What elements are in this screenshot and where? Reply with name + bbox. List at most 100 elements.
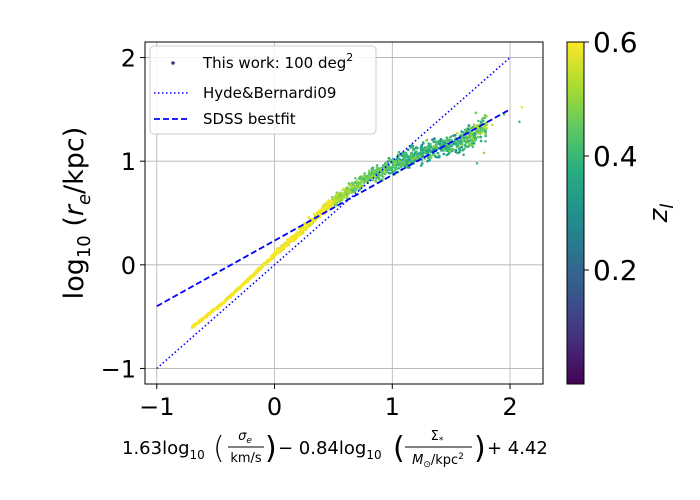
scatter-point [456,151,460,155]
svg-text:M⊙/kpc2: M⊙/kpc2 [412,452,464,470]
scatter-point [382,164,385,167]
scatter-point [391,171,394,174]
y-tick-label: −1 [101,355,136,383]
scatter-point [423,151,427,154]
svg-text:(: ( [213,431,225,466]
scatter-point [387,167,390,170]
scatter-point [468,142,471,146]
scatter-point [371,172,374,176]
scatter-point [296,235,300,239]
y-tick-label: 1 [121,148,136,176]
scatter-point [223,299,227,303]
scatter-point [368,175,371,178]
scatter-point [347,192,351,195]
scatter-point [350,191,354,194]
scatter-point [464,138,468,141]
scatter-point [394,161,398,165]
scatter-point [429,150,433,153]
scatter-point [445,137,449,140]
scatter-point [426,146,429,150]
scatter-point [370,177,374,180]
scatter-point [468,136,472,140]
scatter-point [296,232,299,236]
scatter-point [353,187,356,191]
axis-ticks: −1 0 1 2 −1 0 1 2 [101,45,518,421]
scatter-point [406,154,409,157]
scatter-point [472,137,475,141]
scatter-point [485,123,488,127]
scatter-point [298,227,301,231]
svg-text:− 0.84log10: − 0.84log10 [278,438,382,462]
scatter-point [359,175,362,179]
scatter-point [452,148,455,151]
scatter-point [484,126,488,129]
scatter-point [344,189,348,193]
scatter-point [362,174,365,178]
scatter-point [330,203,334,206]
scatter-point [467,124,471,127]
svg-text:): ) [265,431,277,466]
scatter-point [411,158,414,161]
scatter-point [249,276,252,280]
scatter-point [232,292,235,295]
scatter-point [326,205,330,209]
scatter-point [484,140,487,143]
scatter-point [389,171,392,175]
scatter-point [288,240,292,243]
scatter-point [475,162,479,165]
scatter-point [377,173,381,177]
scatter-point [347,184,351,187]
scatter-point [452,142,456,146]
scatter-point [460,141,464,144]
scatter-point [363,181,366,185]
scatter-point [447,152,450,156]
scatter-point [194,323,197,327]
scatter-point [347,182,351,185]
y-axis-label: log10 (re/kpc) [59,127,95,300]
scatter-point [241,283,245,287]
scatter-point [479,120,483,123]
scatter-point [445,148,449,151]
scatter-point [471,145,475,149]
scatter-point [220,302,223,306]
scatter-point [436,151,440,155]
scatter-point [448,139,451,142]
scatter-point [354,185,357,189]
scatter-point [348,188,351,192]
scatter-point [474,111,478,115]
scatter-point [397,157,401,161]
scatter-point [375,163,379,167]
scatter-point [358,184,362,187]
colorbar-ticks: 0.2 0.4 0.6 [584,26,638,287]
scatter-point [384,163,387,167]
scatter-point [339,191,342,194]
scatter-point [353,190,357,194]
scatter-point [420,162,424,165]
scatter-point [403,157,406,160]
scatter-point [416,157,419,160]
scatter-point [305,227,308,231]
scatter-point [442,148,446,151]
scatter-point [355,179,358,183]
scatter-point [426,159,429,163]
scatter-point [397,164,401,167]
svg-text:): ) [474,431,486,466]
scatter-point [481,117,484,121]
scatter-point [208,311,211,314]
scatter-point [331,200,334,204]
scatter-point [287,241,290,245]
scatter-point [323,206,327,209]
scatter-point [197,321,200,324]
scatter-point [426,151,429,155]
fit-lines [156,56,511,370]
scatter-point [335,204,338,207]
scatter-point [351,182,355,185]
scatter-point [313,219,317,223]
colorbar-label: zl [644,204,678,224]
scatter-point [439,149,443,152]
scatter-point [485,114,488,118]
scatter-point [449,136,452,139]
scatter-point [454,149,458,152]
scatter-point [462,153,465,157]
scatter-point [299,232,303,236]
